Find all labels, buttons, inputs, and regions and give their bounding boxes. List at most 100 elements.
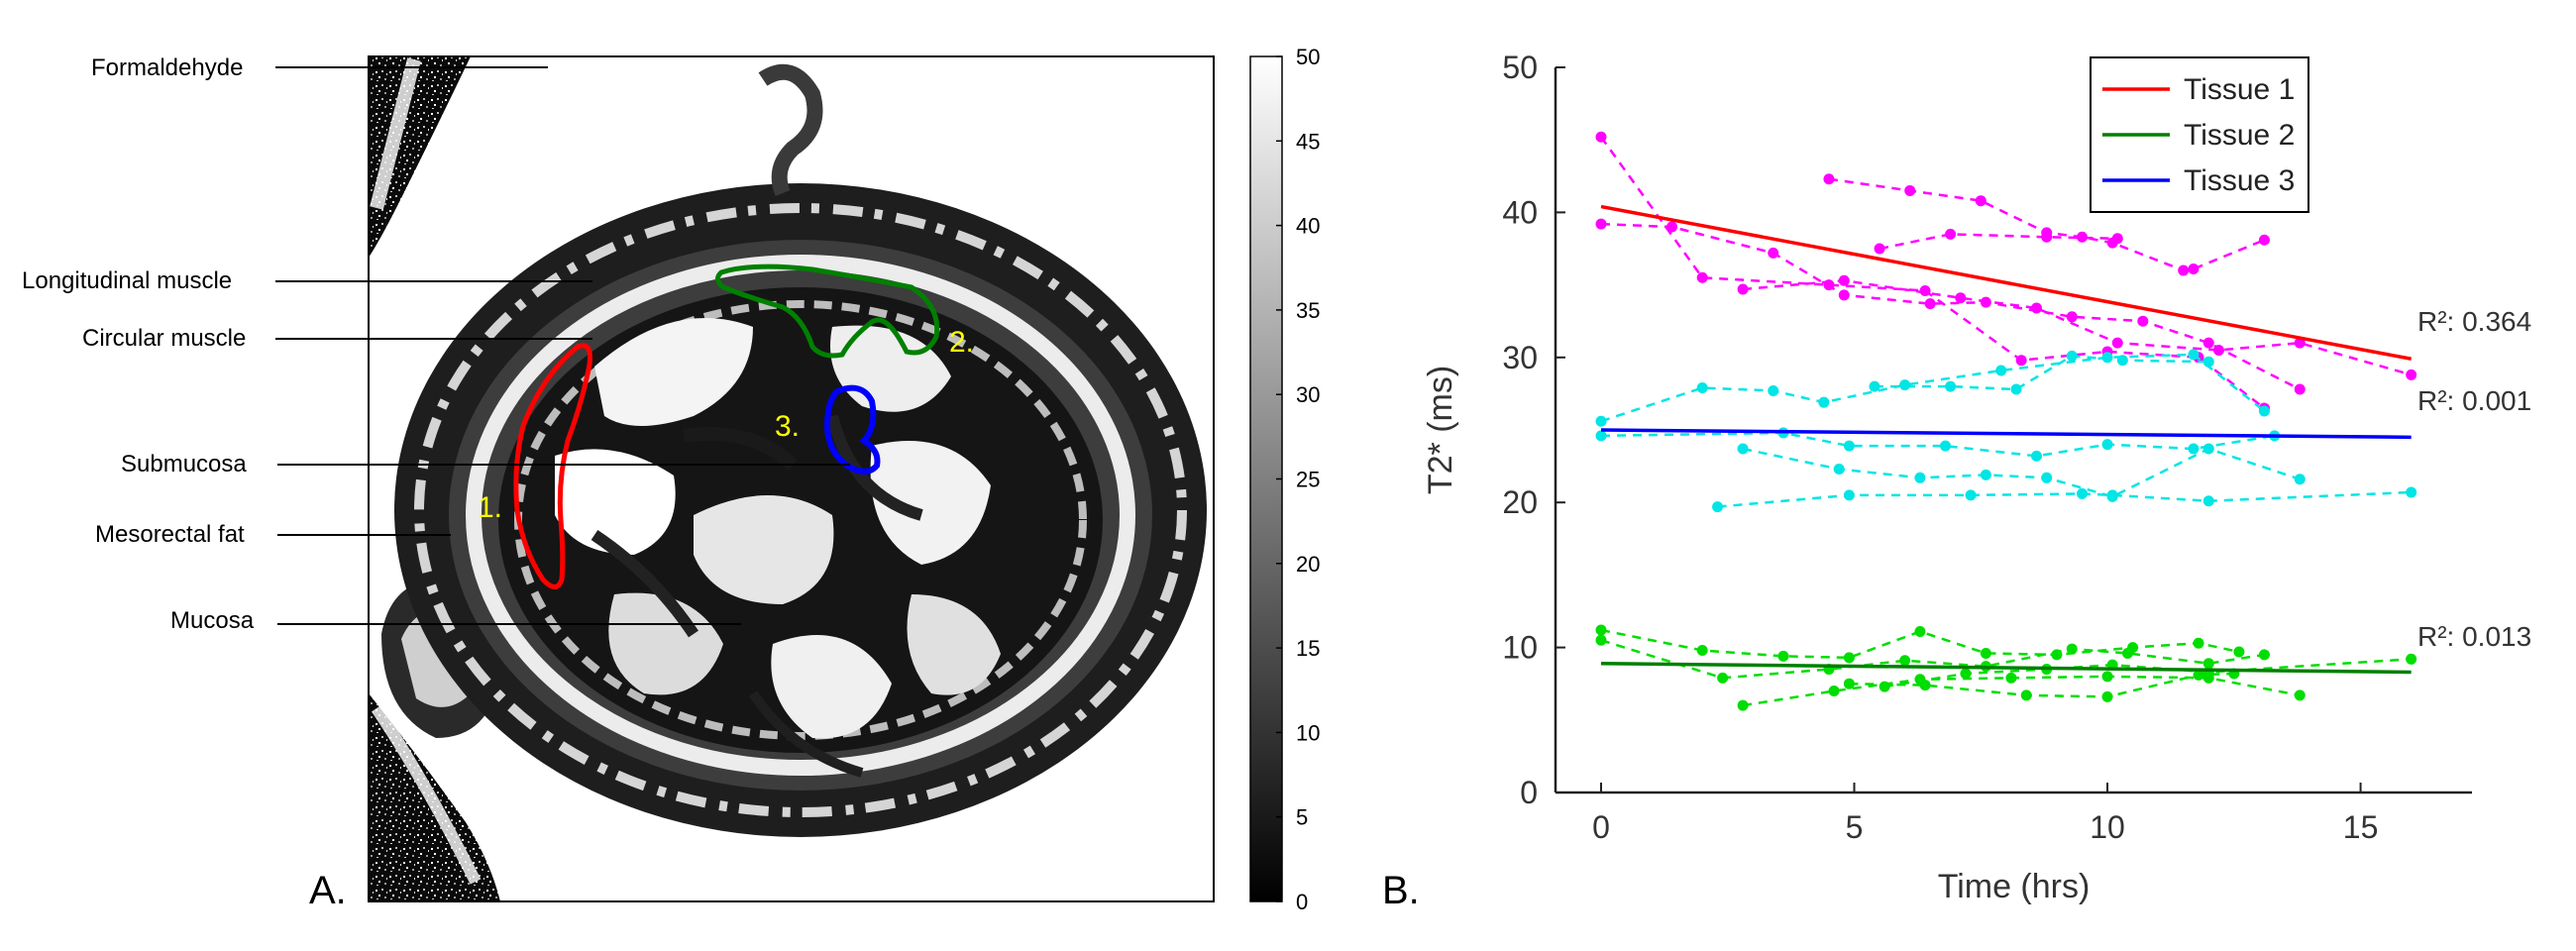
roi-1-outline bbox=[513, 343, 592, 589]
panel-a-label: A. bbox=[309, 869, 347, 912]
anatomy-labels: Formaldehyde Longitudinal muscle Circula… bbox=[22, 54, 850, 634]
mri-image bbox=[369, 56, 1214, 901]
roi-label-1: 1. bbox=[478, 491, 502, 524]
data-point bbox=[2111, 337, 2123, 349]
series-line bbox=[1600, 431, 2275, 458]
data-point bbox=[1843, 440, 1855, 452]
data-point bbox=[2233, 646, 2245, 658]
data-point bbox=[2258, 405, 2270, 417]
data-point bbox=[1595, 131, 1607, 143]
roi-label-3: 3. bbox=[775, 410, 800, 443]
data-point bbox=[1696, 645, 1708, 657]
data-point bbox=[1869, 380, 1880, 392]
data-point bbox=[2202, 658, 2214, 670]
data-point bbox=[1823, 173, 1835, 185]
data-point bbox=[1818, 396, 1830, 408]
data-point bbox=[1945, 380, 1957, 392]
y-tick-label: 40 bbox=[1502, 194, 1538, 230]
data-point bbox=[1595, 634, 1607, 646]
x-tick-label: 5 bbox=[1846, 809, 1864, 845]
data-point bbox=[2294, 383, 2306, 395]
data-point bbox=[2202, 495, 2214, 507]
series-line bbox=[1878, 233, 2118, 251]
data-point bbox=[2258, 649, 2270, 661]
x-tick-label: 15 bbox=[2343, 809, 2379, 845]
legend-label: Tissue 1 bbox=[2184, 73, 2295, 106]
label-longitudinal-muscle: Longitudinal muscle bbox=[22, 267, 232, 294]
data-point bbox=[1828, 686, 1840, 697]
data-point bbox=[2066, 643, 2078, 655]
data-point bbox=[2015, 355, 2027, 367]
roi-3-outline bbox=[823, 384, 881, 475]
data-point bbox=[1768, 384, 1779, 396]
legend-label: Tissue 3 bbox=[2184, 164, 2295, 197]
series-line bbox=[1874, 355, 2209, 391]
data-point bbox=[1666, 221, 1678, 233]
data-point bbox=[1940, 440, 1952, 452]
series-line bbox=[1742, 278, 2413, 376]
data-point bbox=[2010, 383, 2022, 395]
data-point bbox=[2202, 356, 2214, 368]
data-point bbox=[2041, 231, 2053, 243]
data-point bbox=[1737, 699, 1749, 711]
data-point bbox=[2101, 671, 2113, 683]
y-tick-label: 10 bbox=[1502, 630, 1538, 666]
colorbar-tick-label: 5 bbox=[1296, 805, 1308, 830]
data-point bbox=[2121, 647, 2133, 659]
series-line bbox=[1600, 628, 2240, 660]
series-line bbox=[1742, 675, 2301, 707]
data-point bbox=[1874, 243, 1885, 255]
data-point bbox=[2106, 489, 2118, 501]
data-point bbox=[2212, 344, 2224, 356]
data-point bbox=[1595, 430, 1607, 442]
t2star-chart: 0 10 20 30 40 50 0 5 10 15 Time (hrs) T2* (ms) Tissu… bbox=[1422, 50, 2472, 905]
label-circular-muscle: Circular muscle bbox=[82, 325, 246, 352]
series-line bbox=[1600, 222, 2301, 391]
series-line bbox=[1599, 136, 2266, 410]
data-point bbox=[2005, 672, 2017, 684]
data-point bbox=[1878, 681, 1890, 692]
data-point bbox=[2406, 486, 2417, 498]
data-point bbox=[1717, 672, 1729, 684]
data-point bbox=[2111, 233, 2123, 245]
data-point bbox=[1899, 379, 1911, 391]
roi-2-outline bbox=[715, 264, 940, 359]
label-mucosa: Mucosa bbox=[170, 607, 255, 634]
data-point bbox=[2193, 637, 2204, 649]
data-point bbox=[1595, 624, 1607, 636]
r2-label-tissue-2: R²: 0.013 bbox=[2417, 621, 2531, 652]
data-point bbox=[1919, 680, 1931, 691]
data-point bbox=[2030, 302, 2042, 314]
series-line bbox=[1717, 490, 2412, 508]
y-tick-label: 30 bbox=[1502, 340, 1538, 375]
data-point bbox=[1696, 271, 1708, 283]
data-point bbox=[1975, 195, 1986, 207]
data-point bbox=[1595, 415, 1607, 427]
colorbar-tick-label: 0 bbox=[1296, 890, 1308, 914]
x-tick-label: 10 bbox=[2090, 809, 2125, 845]
colorbar-tick-label: 40 bbox=[1296, 214, 1320, 239]
data-point bbox=[1980, 647, 1991, 659]
colorbar-tick-label: 15 bbox=[1296, 636, 1320, 661]
r2-label-tissue-3: R²: 0.001 bbox=[2417, 385, 2531, 416]
data-point bbox=[2101, 439, 2113, 451]
panel-b-label: B. bbox=[1382, 869, 1420, 912]
data-point bbox=[1768, 247, 1779, 259]
series-line bbox=[1600, 639, 2265, 680]
x-tick-label: 0 bbox=[1592, 809, 1610, 845]
colorbar-tick-label: 20 bbox=[1296, 552, 1320, 577]
data-point bbox=[1838, 274, 1850, 286]
y-tick-label: 20 bbox=[1502, 484, 1538, 520]
data-point bbox=[2188, 263, 2200, 274]
data-point bbox=[2076, 231, 2088, 243]
data-point bbox=[2137, 315, 2149, 327]
legend-label: Tissue 2 bbox=[2184, 119, 2295, 152]
data-point bbox=[1919, 284, 1931, 296]
data-point bbox=[1737, 443, 1749, 455]
data-point bbox=[2202, 337, 2214, 349]
data-point bbox=[2076, 487, 2088, 499]
data-point bbox=[2066, 350, 2078, 362]
series-line bbox=[1742, 447, 2301, 498]
data-point bbox=[2030, 450, 2042, 462]
